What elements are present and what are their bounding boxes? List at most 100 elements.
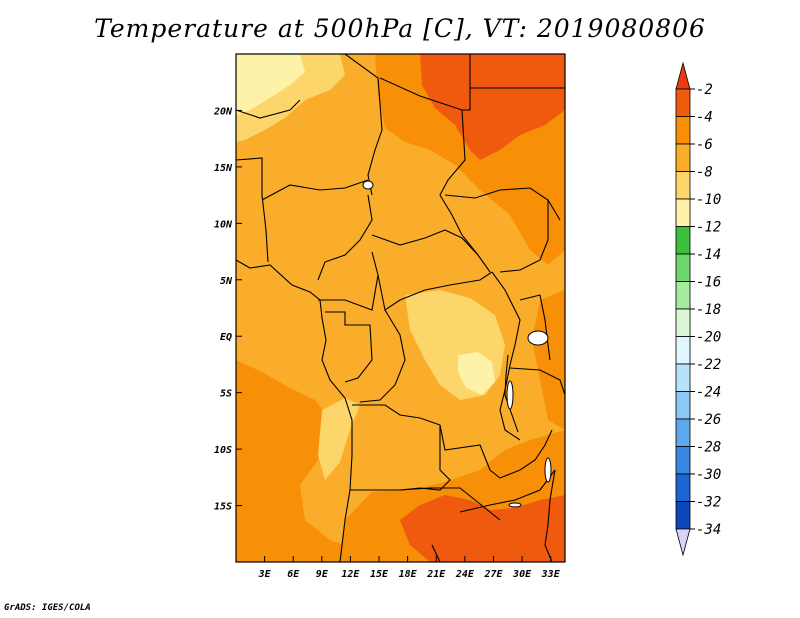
colorbar-label: -14 bbox=[696, 247, 721, 263]
field-band-minus2-northeast bbox=[420, 54, 565, 160]
border-tanzania bbox=[509, 367, 565, 396]
lon-tick-label: 6E bbox=[287, 569, 300, 580]
colorbar-top-arrow bbox=[675, 61, 691, 90]
border-south-sudan bbox=[444, 187, 561, 221]
colorbar-box bbox=[675, 418, 691, 447]
colorbar-box bbox=[675, 88, 691, 117]
lat-tick-label: 5S bbox=[220, 389, 232, 400]
colorbar-box bbox=[675, 116, 691, 145]
colorbar-label: -32 bbox=[696, 495, 721, 511]
chart-title: Temperature at 500hPa [C], VT: 201908080… bbox=[94, 14, 706, 43]
colorbar-box bbox=[675, 281, 691, 310]
colorbar-label: -34 bbox=[696, 522, 721, 538]
lat-tick-label: 15S bbox=[214, 502, 232, 513]
field-band-minus10-congo bbox=[458, 352, 495, 395]
colorbar-label: -16 bbox=[696, 275, 721, 291]
border-botswana bbox=[431, 544, 441, 562]
lon-tick-label: 27E bbox=[483, 569, 503, 580]
colorbar-label: -2 bbox=[696, 82, 713, 98]
border-namibia bbox=[350, 487, 501, 521]
border-uganda-kenya bbox=[519, 294, 551, 361]
lake-kariba bbox=[508, 502, 522, 508]
lat-tick-label: 5N bbox=[220, 276, 233, 287]
field-band-minus8-southwest bbox=[318, 398, 360, 480]
colorbar-label: -18 bbox=[696, 302, 721, 318]
colorbar-label: -24 bbox=[696, 385, 721, 401]
colorbar-label: -10 bbox=[696, 192, 721, 208]
border-mozambique bbox=[544, 469, 556, 562]
lon-tick-label: 21E bbox=[426, 569, 446, 580]
lon-tick-label: 24E bbox=[455, 569, 475, 580]
colorbar-box bbox=[675, 473, 691, 502]
colorbar-box bbox=[675, 198, 691, 227]
field-band-minus4-east bbox=[532, 290, 565, 430]
border-nigeria-north bbox=[261, 179, 369, 201]
lake-tanganyika bbox=[506, 380, 514, 410]
colorbar-label: -20 bbox=[696, 330, 721, 346]
colorbar-label: -26 bbox=[696, 412, 721, 428]
colorbar-label: -22 bbox=[696, 357, 721, 373]
lat-tick-label: 15N bbox=[214, 163, 233, 174]
colorbar-label: -30 bbox=[696, 467, 721, 483]
colorbar-box bbox=[675, 226, 691, 255]
lakes bbox=[362, 180, 552, 508]
lon-tick-label: 3E bbox=[258, 569, 272, 580]
border-zambia-zimbabwe bbox=[459, 469, 556, 513]
lat-tick-label: 10N bbox=[214, 219, 233, 230]
lon-tick-label: 12E bbox=[341, 569, 360, 580]
field-band-minus4-southwest bbox=[236, 360, 352, 562]
longitude-axis: 3E 6E 9E 12E 15E 18E 21E 24E 27E 30E 33E bbox=[258, 556, 561, 580]
colorbar-label: -6 bbox=[696, 137, 713, 153]
colorbar-box bbox=[675, 171, 691, 200]
border-angola-zambia bbox=[399, 425, 451, 491]
colorbar-box bbox=[675, 308, 691, 337]
border-kenya-lake bbox=[504, 354, 519, 433]
colorbar-box bbox=[675, 363, 691, 392]
lake-victoria bbox=[527, 330, 549, 346]
border-burkina bbox=[236, 157, 263, 195]
border-drc-east bbox=[491, 271, 521, 441]
colorbar-box bbox=[675, 501, 691, 530]
lake-chad bbox=[362, 180, 374, 190]
border-ethiopia bbox=[499, 200, 549, 273]
lon-tick-label: 15E bbox=[370, 569, 389, 580]
temperature-field bbox=[236, 54, 565, 562]
colorbar-label: -28 bbox=[696, 440, 721, 456]
colorbar-box bbox=[675, 336, 691, 365]
grads-credit: GrADS: IGES/COLA bbox=[4, 603, 91, 613]
field-band-minus10-northwest bbox=[236, 54, 305, 115]
country-borders bbox=[236, 54, 565, 562]
border-cameroon-south bbox=[318, 251, 379, 311]
lat-tick-label: EQ bbox=[220, 332, 232, 343]
border-drc-congo bbox=[359, 309, 406, 403]
colorbar-bottom-arrow bbox=[675, 528, 691, 557]
lon-tick-label: 18E bbox=[399, 569, 418, 580]
lon-tick-label: 33E bbox=[541, 569, 561, 580]
lat-tick-label: 10S bbox=[214, 445, 232, 456]
border-gabon-congo bbox=[325, 311, 373, 383]
border-mali-niger bbox=[236, 99, 301, 119]
latitude-axis: 20N 15N 10N 5N EQ 5S 10S 15S bbox=[213, 106, 242, 513]
map-frame bbox=[235, 53, 566, 563]
border-libya-egypt bbox=[379, 54, 471, 111]
border-benin bbox=[261, 194, 269, 263]
colorbar-box bbox=[675, 143, 691, 172]
colorbar-label: -4 bbox=[696, 110, 713, 126]
lat-tick-label: 20N bbox=[213, 106, 233, 117]
colorbar-box bbox=[675, 446, 691, 475]
colorbar-box bbox=[675, 253, 691, 282]
border-nigeria-cameroon bbox=[317, 194, 373, 281]
border-car-north bbox=[371, 229, 479, 256]
colorbar: -2 -4 -6 -8 -10 -12 -14 -16 -18 -20 -22 -24 -26 -28 -3… bbox=[675, 61, 721, 557]
border-zambia-malawi bbox=[499, 429, 553, 479]
colorbar-box bbox=[675, 391, 691, 420]
colorbar-label: -12 bbox=[696, 220, 721, 236]
coastline-west bbox=[236, 259, 353, 562]
lon-tick-label: 30E bbox=[512, 569, 532, 580]
colorbar-label: -8 bbox=[696, 165, 713, 181]
lon-tick-label: 9E bbox=[316, 569, 329, 580]
field-band-minus2-south bbox=[400, 495, 565, 562]
lake-malawi bbox=[544, 457, 552, 483]
border-niger-chad bbox=[344, 54, 383, 196]
